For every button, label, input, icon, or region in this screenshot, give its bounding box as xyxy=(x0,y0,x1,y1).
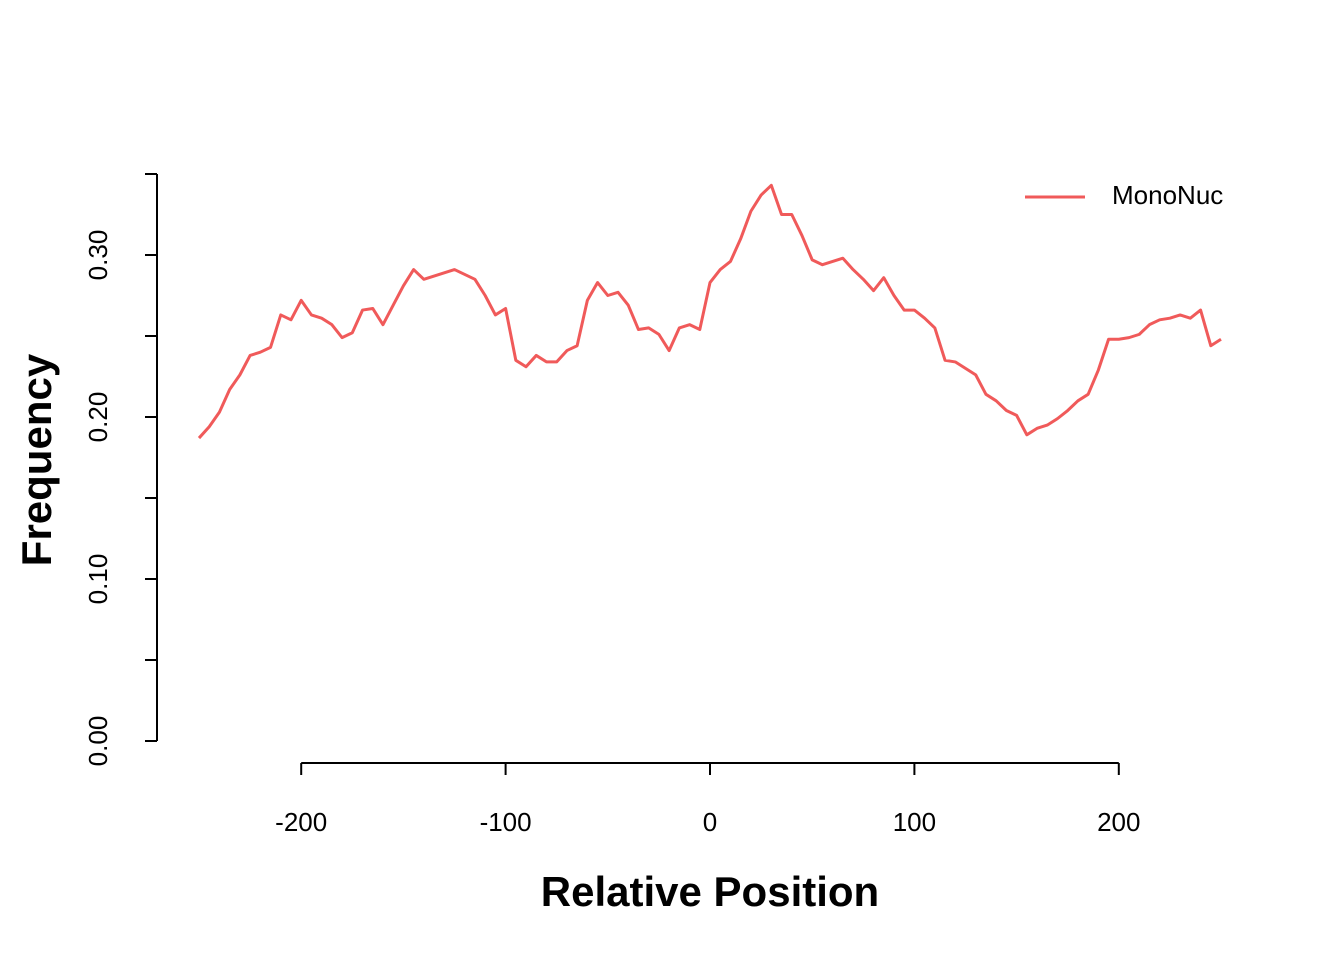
data-line xyxy=(197,183,1222,440)
y-tick-label: 0.10 xyxy=(83,554,113,605)
x-tick-label: 200 xyxy=(1097,807,1140,837)
y-tick-label: 0.30 xyxy=(83,230,113,281)
x-axis-label: Relative Position xyxy=(541,868,879,915)
x-tick-label: 100 xyxy=(893,807,936,837)
y-tick-label: 0.00 xyxy=(83,716,113,767)
y-axis-label: Frequency xyxy=(13,353,60,566)
y-tick-label: 0.20 xyxy=(83,392,113,443)
x-tick-label: -200 xyxy=(275,807,327,837)
x-tick-label: -100 xyxy=(480,807,532,837)
legend-label: MonoNuc xyxy=(1112,180,1223,210)
x-tick-label: 0 xyxy=(703,807,717,837)
